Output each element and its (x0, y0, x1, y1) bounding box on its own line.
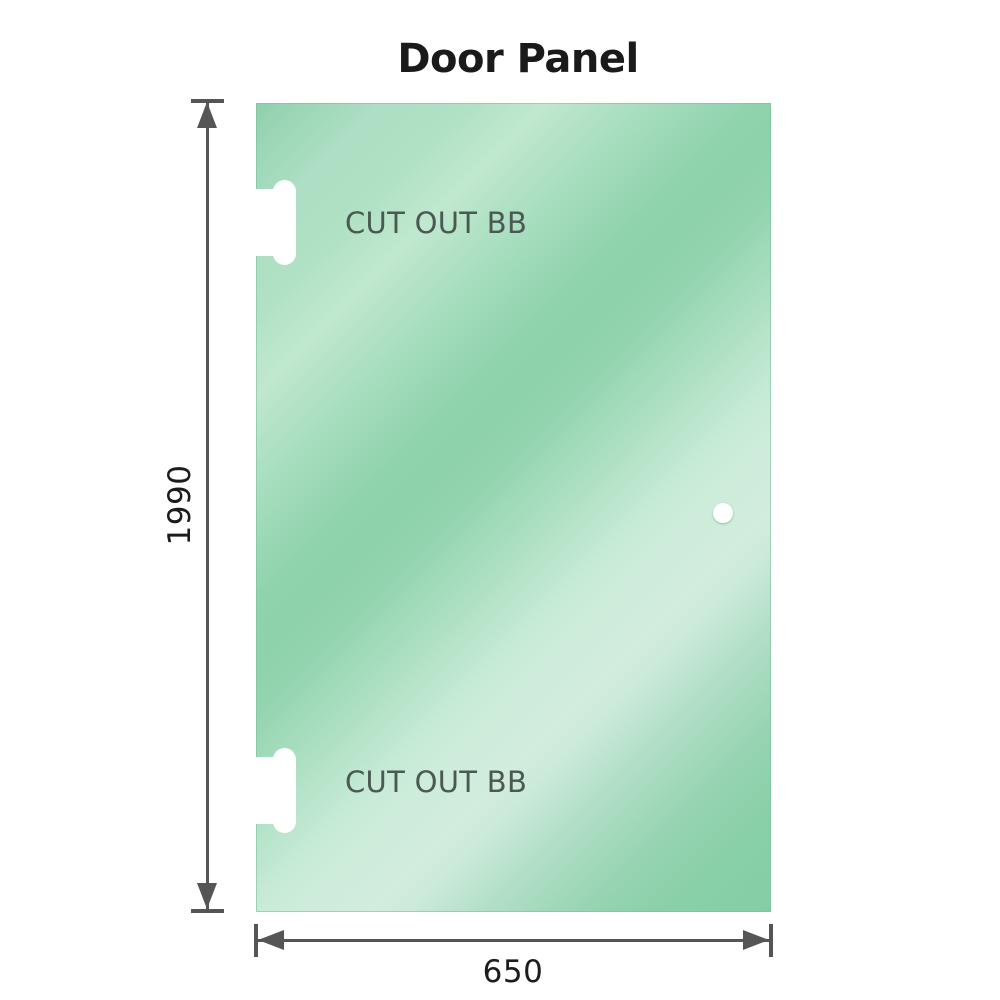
hinge-cutout-lobe-bottom (273, 810, 296, 833)
cut-out-label-upper: CUT OUT BB (345, 206, 528, 240)
height-dimension-label: 1990 (162, 464, 198, 546)
width-dimension-label: 650 (482, 954, 544, 990)
height-arrow-up-icon (197, 102, 217, 128)
hinge-cutout-lobe-top (273, 180, 296, 203)
glass-fill (256, 103, 771, 912)
height-dimension-line (206, 100, 209, 912)
hinge-cutout-lower (256, 748, 296, 833)
glass-reflection-streaks (256, 103, 771, 912)
height-dimension-cap-bottom (191, 909, 224, 913)
glass-shading (256, 103, 771, 912)
width-arrow-right-icon (743, 930, 769, 950)
handle-hole-icon (713, 503, 733, 523)
hinge-cutout-upper (256, 180, 296, 265)
width-arrow-left-icon (258, 930, 284, 950)
width-dimension-cap-right (769, 924, 773, 957)
hinge-cutout-lobe-bottom (273, 242, 296, 265)
hinge-cutout-lobe-top (273, 748, 296, 771)
page-title: Door Panel (397, 36, 639, 82)
hinge-cutout-joiner (273, 759, 296, 822)
width-dimension-cap-left (254, 924, 258, 957)
height-dimension-cap-top (191, 99, 224, 103)
glass-panel: CUT OUT BB CUT OUT BB (256, 103, 771, 912)
cut-out-label-lower: CUT OUT BB (345, 765, 528, 799)
height-arrow-down-icon (197, 883, 217, 909)
hinge-cutout-joiner (273, 191, 296, 254)
width-dimension-line (256, 939, 771, 942)
